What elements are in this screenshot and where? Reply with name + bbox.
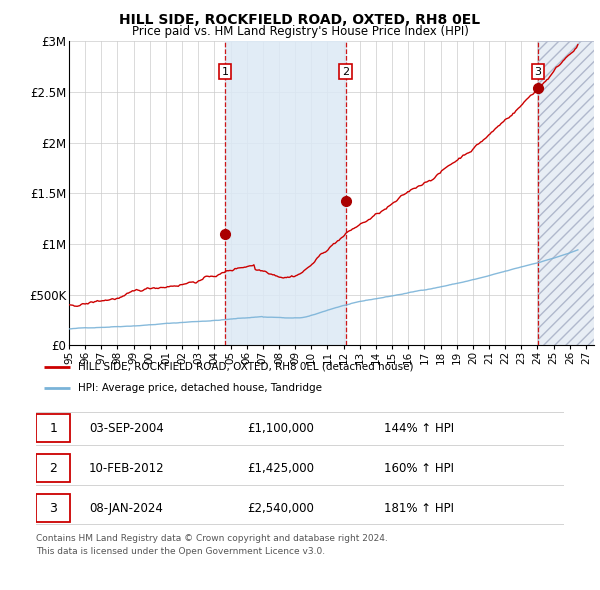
Text: HPI: Average price, detached house, Tandridge: HPI: Average price, detached house, Tand… (78, 384, 322, 394)
Text: 2: 2 (49, 462, 57, 475)
Text: This data is licensed under the Open Government Licence v3.0.: This data is licensed under the Open Gov… (36, 547, 325, 556)
Text: 10-FEB-2012: 10-FEB-2012 (89, 462, 164, 475)
Text: 3: 3 (535, 67, 542, 77)
Bar (538, 41, 594, 345)
Text: HILL SIDE, ROCKFIELD ROAD, OXTED, RH8 0EL (detached house): HILL SIDE, ROCKFIELD ROAD, OXTED, RH8 0E… (78, 362, 414, 372)
Text: 2: 2 (342, 67, 349, 77)
FancyBboxPatch shape (36, 494, 70, 522)
Text: 1: 1 (49, 422, 57, 435)
Bar (225, 41, 346, 345)
Text: HILL SIDE, ROCKFIELD ROAD, OXTED, RH8 0EL: HILL SIDE, ROCKFIELD ROAD, OXTED, RH8 0E… (119, 13, 481, 27)
Text: £1,100,000: £1,100,000 (247, 422, 314, 435)
Text: 03-SEP-2004: 03-SEP-2004 (89, 422, 164, 435)
Text: Contains HM Land Registry data © Crown copyright and database right 2024.: Contains HM Land Registry data © Crown c… (36, 534, 388, 543)
Text: 144% ↑ HPI: 144% ↑ HPI (385, 422, 455, 435)
Text: 160% ↑ HPI: 160% ↑ HPI (385, 462, 454, 475)
Text: 181% ↑ HPI: 181% ↑ HPI (385, 502, 454, 514)
Text: £2,540,000: £2,540,000 (247, 502, 314, 514)
FancyBboxPatch shape (36, 414, 70, 442)
Text: 3: 3 (49, 502, 57, 514)
Text: Price paid vs. HM Land Registry's House Price Index (HPI): Price paid vs. HM Land Registry's House … (131, 25, 469, 38)
Text: £1,425,000: £1,425,000 (247, 462, 314, 475)
Text: 1: 1 (222, 67, 229, 77)
FancyBboxPatch shape (36, 454, 70, 482)
Text: 08-JAN-2024: 08-JAN-2024 (89, 502, 163, 514)
